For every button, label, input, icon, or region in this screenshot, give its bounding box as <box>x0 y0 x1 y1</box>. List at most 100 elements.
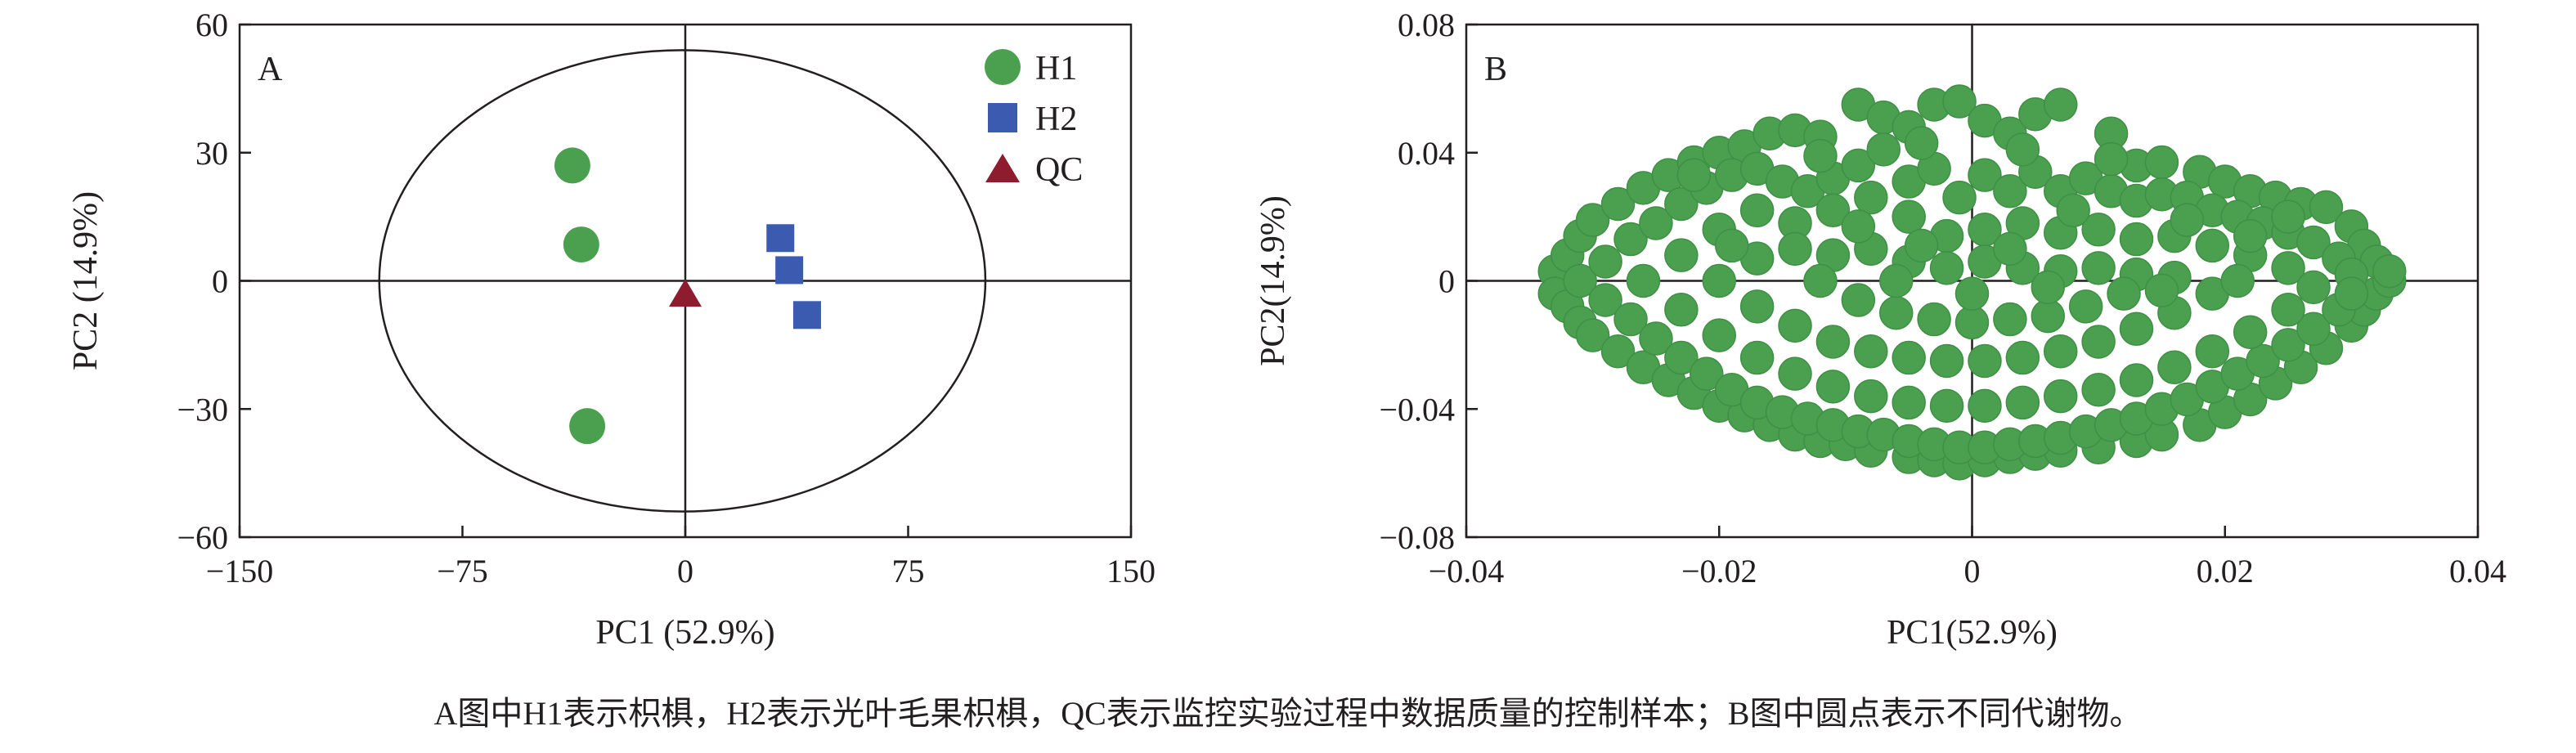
metabolite-point <box>1588 283 1622 317</box>
x-axis-title: PC1(52.9%) <box>1887 614 2058 652</box>
metabolite-point <box>1664 340 1699 375</box>
metabolite-point <box>1575 318 1610 352</box>
metabolite-point <box>2081 325 2116 359</box>
y-tick-label: 0.04 <box>1398 135 1455 172</box>
metabolite-point <box>1878 295 1914 330</box>
x-tick-label: −150 <box>206 553 274 589</box>
metabolite-point <box>1954 305 1990 340</box>
metabolite-point <box>1575 203 1610 237</box>
metabolite-point <box>2005 340 2040 375</box>
metabolite-point <box>1954 276 1990 311</box>
legend-label: QC <box>1035 151 1083 189</box>
h1-point <box>563 226 599 263</box>
metabolite-point <box>1968 343 2002 379</box>
metabolite-point <box>2296 312 2331 347</box>
metabolite-point <box>1866 132 1901 167</box>
metabolite-point <box>1613 302 1648 337</box>
metabolite-point <box>1600 186 1636 222</box>
h2-point <box>792 301 821 329</box>
metabolite-point <box>1904 228 1939 263</box>
metabolite-point <box>2271 328 2305 362</box>
metabolite-point <box>1778 356 1812 391</box>
metabolite-point <box>2309 190 2344 225</box>
legend-qc-marker <box>985 154 1020 182</box>
x-tick-label: −0.04 <box>1429 553 1505 589</box>
y-tick-label: 30 <box>195 135 228 172</box>
metabolite-point <box>2081 251 2116 285</box>
metabolite-point <box>2056 193 2090 228</box>
metabolite-point <box>1942 180 1977 215</box>
metabolite-point <box>1664 238 1699 272</box>
legend: H1 H2 QC <box>985 49 1083 189</box>
metabolite-point <box>2031 270 2066 305</box>
legend-label: H1 <box>1035 50 1077 87</box>
metabolite-point <box>1676 158 1712 192</box>
x-tick-label: 75 <box>892 553 925 589</box>
panel-letter: B <box>1484 51 1507 88</box>
metabolite-point <box>1917 302 1951 337</box>
metabolite-point <box>2119 312 2154 347</box>
metabolite-point <box>1993 302 2027 337</box>
metabolite-point <box>1892 340 1926 375</box>
x-tick-label: 0.02 <box>2197 553 2254 589</box>
metabolite-point <box>2144 145 2179 180</box>
metabolite-point <box>2005 385 2040 420</box>
metabolite-point <box>2081 372 2116 407</box>
metabolite-point <box>1639 206 1673 240</box>
h2-point <box>766 224 795 253</box>
metabolite-point <box>1942 84 1977 119</box>
metabolite-point <box>1878 263 1914 298</box>
metabolite-point <box>1968 158 2002 192</box>
metabolite-point <box>2107 276 2141 311</box>
metabolite-point <box>2271 293 2305 327</box>
metabolite-point <box>1841 283 1876 317</box>
y-tick-label: −60 <box>177 519 228 556</box>
metabolite-point <box>1664 293 1699 327</box>
metabolite-point <box>1563 263 1597 298</box>
metabolite-point <box>1815 193 1851 228</box>
y-tick-label: 0 <box>1438 263 1455 300</box>
x-tick-label: 0.04 <box>2449 553 2506 589</box>
y-tick-label: −0.04 <box>1379 391 1455 428</box>
metabolite-point <box>1929 388 1964 424</box>
metabolite-point <box>2068 289 2103 324</box>
metabolite-point <box>2334 276 2369 311</box>
y-axis-title: PC2(14.9%) <box>1254 195 1292 366</box>
metabolite-point <box>1626 263 1661 298</box>
metabolite-point <box>1778 308 1812 343</box>
x-tick-label: 0 <box>1964 553 1981 589</box>
x-tick-label: −0.02 <box>1681 553 1757 589</box>
metabolite-point <box>1690 356 1724 391</box>
figure-caption: A图中H1表示枳椇，H2表示光叶毛果枳椇，QC表示监控实验过程中数据质量的控制样… <box>434 695 2143 732</box>
metabolite-point <box>1841 209 1876 244</box>
h2-point <box>775 256 804 285</box>
metabolite-point <box>2043 379 2078 414</box>
metabolite-point <box>2296 225 2331 260</box>
metabolite-point <box>1588 244 1622 279</box>
legend-h1-marker <box>985 49 1021 85</box>
metabolite-point <box>1739 193 1775 228</box>
metabolite-point <box>1815 325 1851 359</box>
metabolite-point <box>1702 318 1736 352</box>
metabolite-point <box>2233 218 2268 253</box>
metabolite-point <box>1968 388 2002 424</box>
x-tick-label: 150 <box>1106 553 1156 589</box>
metabolite-point <box>2195 228 2230 263</box>
metabolite-point <box>2170 203 2205 237</box>
y-tick-label: −0.08 <box>1379 519 1455 556</box>
metabolite-point <box>1600 334 1636 369</box>
metabolite-point <box>2372 253 2407 289</box>
metabolite-point <box>1803 263 1838 298</box>
panel-letter: A <box>258 51 283 88</box>
metabolite-point <box>2144 273 2179 308</box>
metabolite-point <box>2119 222 2154 257</box>
metabolite-point <box>1904 126 1939 160</box>
metabolite-point <box>2119 363 2154 397</box>
y-tick-label: 0.08 <box>1398 7 1455 43</box>
metabolite-point <box>2031 298 2066 334</box>
metabolite-point <box>2271 199 2305 234</box>
metabolite-point <box>1841 148 1876 183</box>
metabolite-point <box>2220 263 2255 298</box>
metabolite-point <box>2296 270 2331 305</box>
